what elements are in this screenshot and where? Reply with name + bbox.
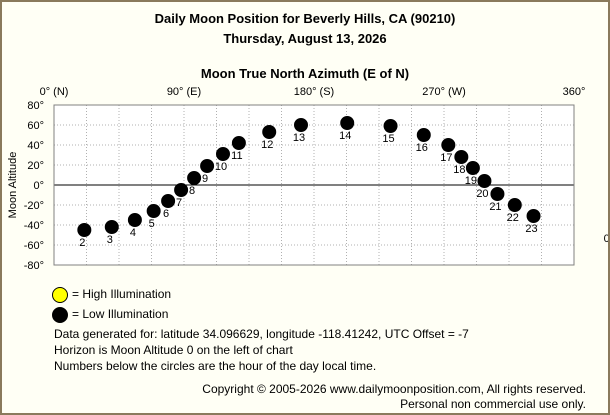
high-illumination-dot-icon xyxy=(52,287,68,303)
legend-low-label: = Low Illumination xyxy=(72,307,169,321)
moon-position-point xyxy=(490,187,505,201)
x-axis-title: Moon True North Azimuth (E of N) xyxy=(200,66,410,81)
hour-label: 9 xyxy=(202,173,208,185)
y-tick-label: -80° xyxy=(24,260,44,272)
hour-label: 13 xyxy=(293,132,305,144)
info-line-location: Data generated for: latitude 34.096629, … xyxy=(54,327,469,341)
moon-position-point xyxy=(127,213,142,227)
hour-label: 3 xyxy=(107,234,113,246)
hour-label: 16 xyxy=(416,142,428,154)
hour-label: 8 xyxy=(189,185,195,197)
hour-label: 20 xyxy=(476,188,488,200)
moon-position-point xyxy=(174,183,189,197)
legend-high-label: = High Illumination xyxy=(72,287,172,301)
hour-label: 19 xyxy=(465,175,477,187)
hour-label: 4 xyxy=(130,227,136,239)
y-tick-label: -40° xyxy=(24,220,44,232)
moon-position-point xyxy=(77,223,92,237)
y-tick-label: 80° xyxy=(27,100,44,112)
chart-title: Daily Moon Position for Beverly Hills, C… xyxy=(154,11,456,26)
copyright: Copyright © 2005-2026 www.dailymoonposit… xyxy=(202,382,586,396)
y-tick-label: 60° xyxy=(27,120,44,132)
y-axis-title: Moon Altitude xyxy=(7,152,19,219)
usage-note: Personal non commercial use only. xyxy=(400,397,586,411)
y-tick-label: 0° xyxy=(33,180,44,192)
moon-position-point xyxy=(231,136,246,150)
hour-label: 17 xyxy=(440,152,452,164)
moon-position-point xyxy=(200,159,215,173)
moon-position-point xyxy=(441,138,456,152)
moon-position-point xyxy=(602,220,608,233)
moon-position-point xyxy=(146,204,161,218)
hour-label: 5 xyxy=(149,218,155,230)
low-illumination-dot-icon xyxy=(52,307,68,323)
moon-position-point xyxy=(454,150,469,164)
hour-label: 11 xyxy=(231,150,242,162)
hour-label: 2 xyxy=(79,237,85,249)
info-line-horizon: Horizon is Moon Altitude 0 on the left o… xyxy=(54,343,293,357)
x-tick-label: 0° (N) xyxy=(40,86,69,98)
moon-position-point xyxy=(507,198,522,212)
hour-label: 22 xyxy=(507,212,519,224)
moon-position-point xyxy=(416,128,431,142)
moon-position-point xyxy=(216,147,230,161)
y-tick-label: -20° xyxy=(24,200,44,212)
moon-position-point xyxy=(161,194,176,208)
hour-label: 21 xyxy=(489,201,501,213)
moon-position-chart: 0° (N) 90° (E) 180° (S) 270° (W) 360°80°60°4… xyxy=(7,86,608,272)
hour-label: 23 xyxy=(525,223,537,235)
hour-label: 12 xyxy=(261,139,273,151)
moon-position-point xyxy=(340,116,355,130)
x-tick-label: 270° (W) xyxy=(422,86,466,98)
moon-position-point xyxy=(104,220,119,234)
y-tick-label: 20° xyxy=(27,160,44,172)
y-tick-label: -60° xyxy=(24,240,44,252)
plot-border xyxy=(53,104,575,266)
x-tick-label: 180° (S) xyxy=(294,86,334,98)
hour-label: 18 xyxy=(453,164,465,176)
moon-position-point xyxy=(187,171,202,185)
moon-position-point xyxy=(526,209,541,223)
chart-date: Thursday, August 13, 2026 xyxy=(223,31,387,46)
moon-position-point xyxy=(465,161,480,175)
hour-label: 10 xyxy=(215,161,227,173)
moon-position-point xyxy=(294,118,308,132)
x-tick-label: 360° xyxy=(563,86,586,98)
moon-position-point xyxy=(262,125,277,139)
y-tick-label: 40° xyxy=(27,140,44,152)
hour-label: 0 xyxy=(604,233,608,245)
moon-position-point xyxy=(477,174,492,188)
moon-position-point xyxy=(383,119,398,133)
hour-label: 15 xyxy=(382,133,394,145)
info-line-hours: Numbers below the circles are the hour o… xyxy=(54,359,377,373)
hour-label: 7 xyxy=(176,197,182,209)
hour-label: 6 xyxy=(163,208,169,220)
hour-label: 14 xyxy=(339,130,351,142)
x-tick-label: 90° (E) xyxy=(167,86,201,98)
